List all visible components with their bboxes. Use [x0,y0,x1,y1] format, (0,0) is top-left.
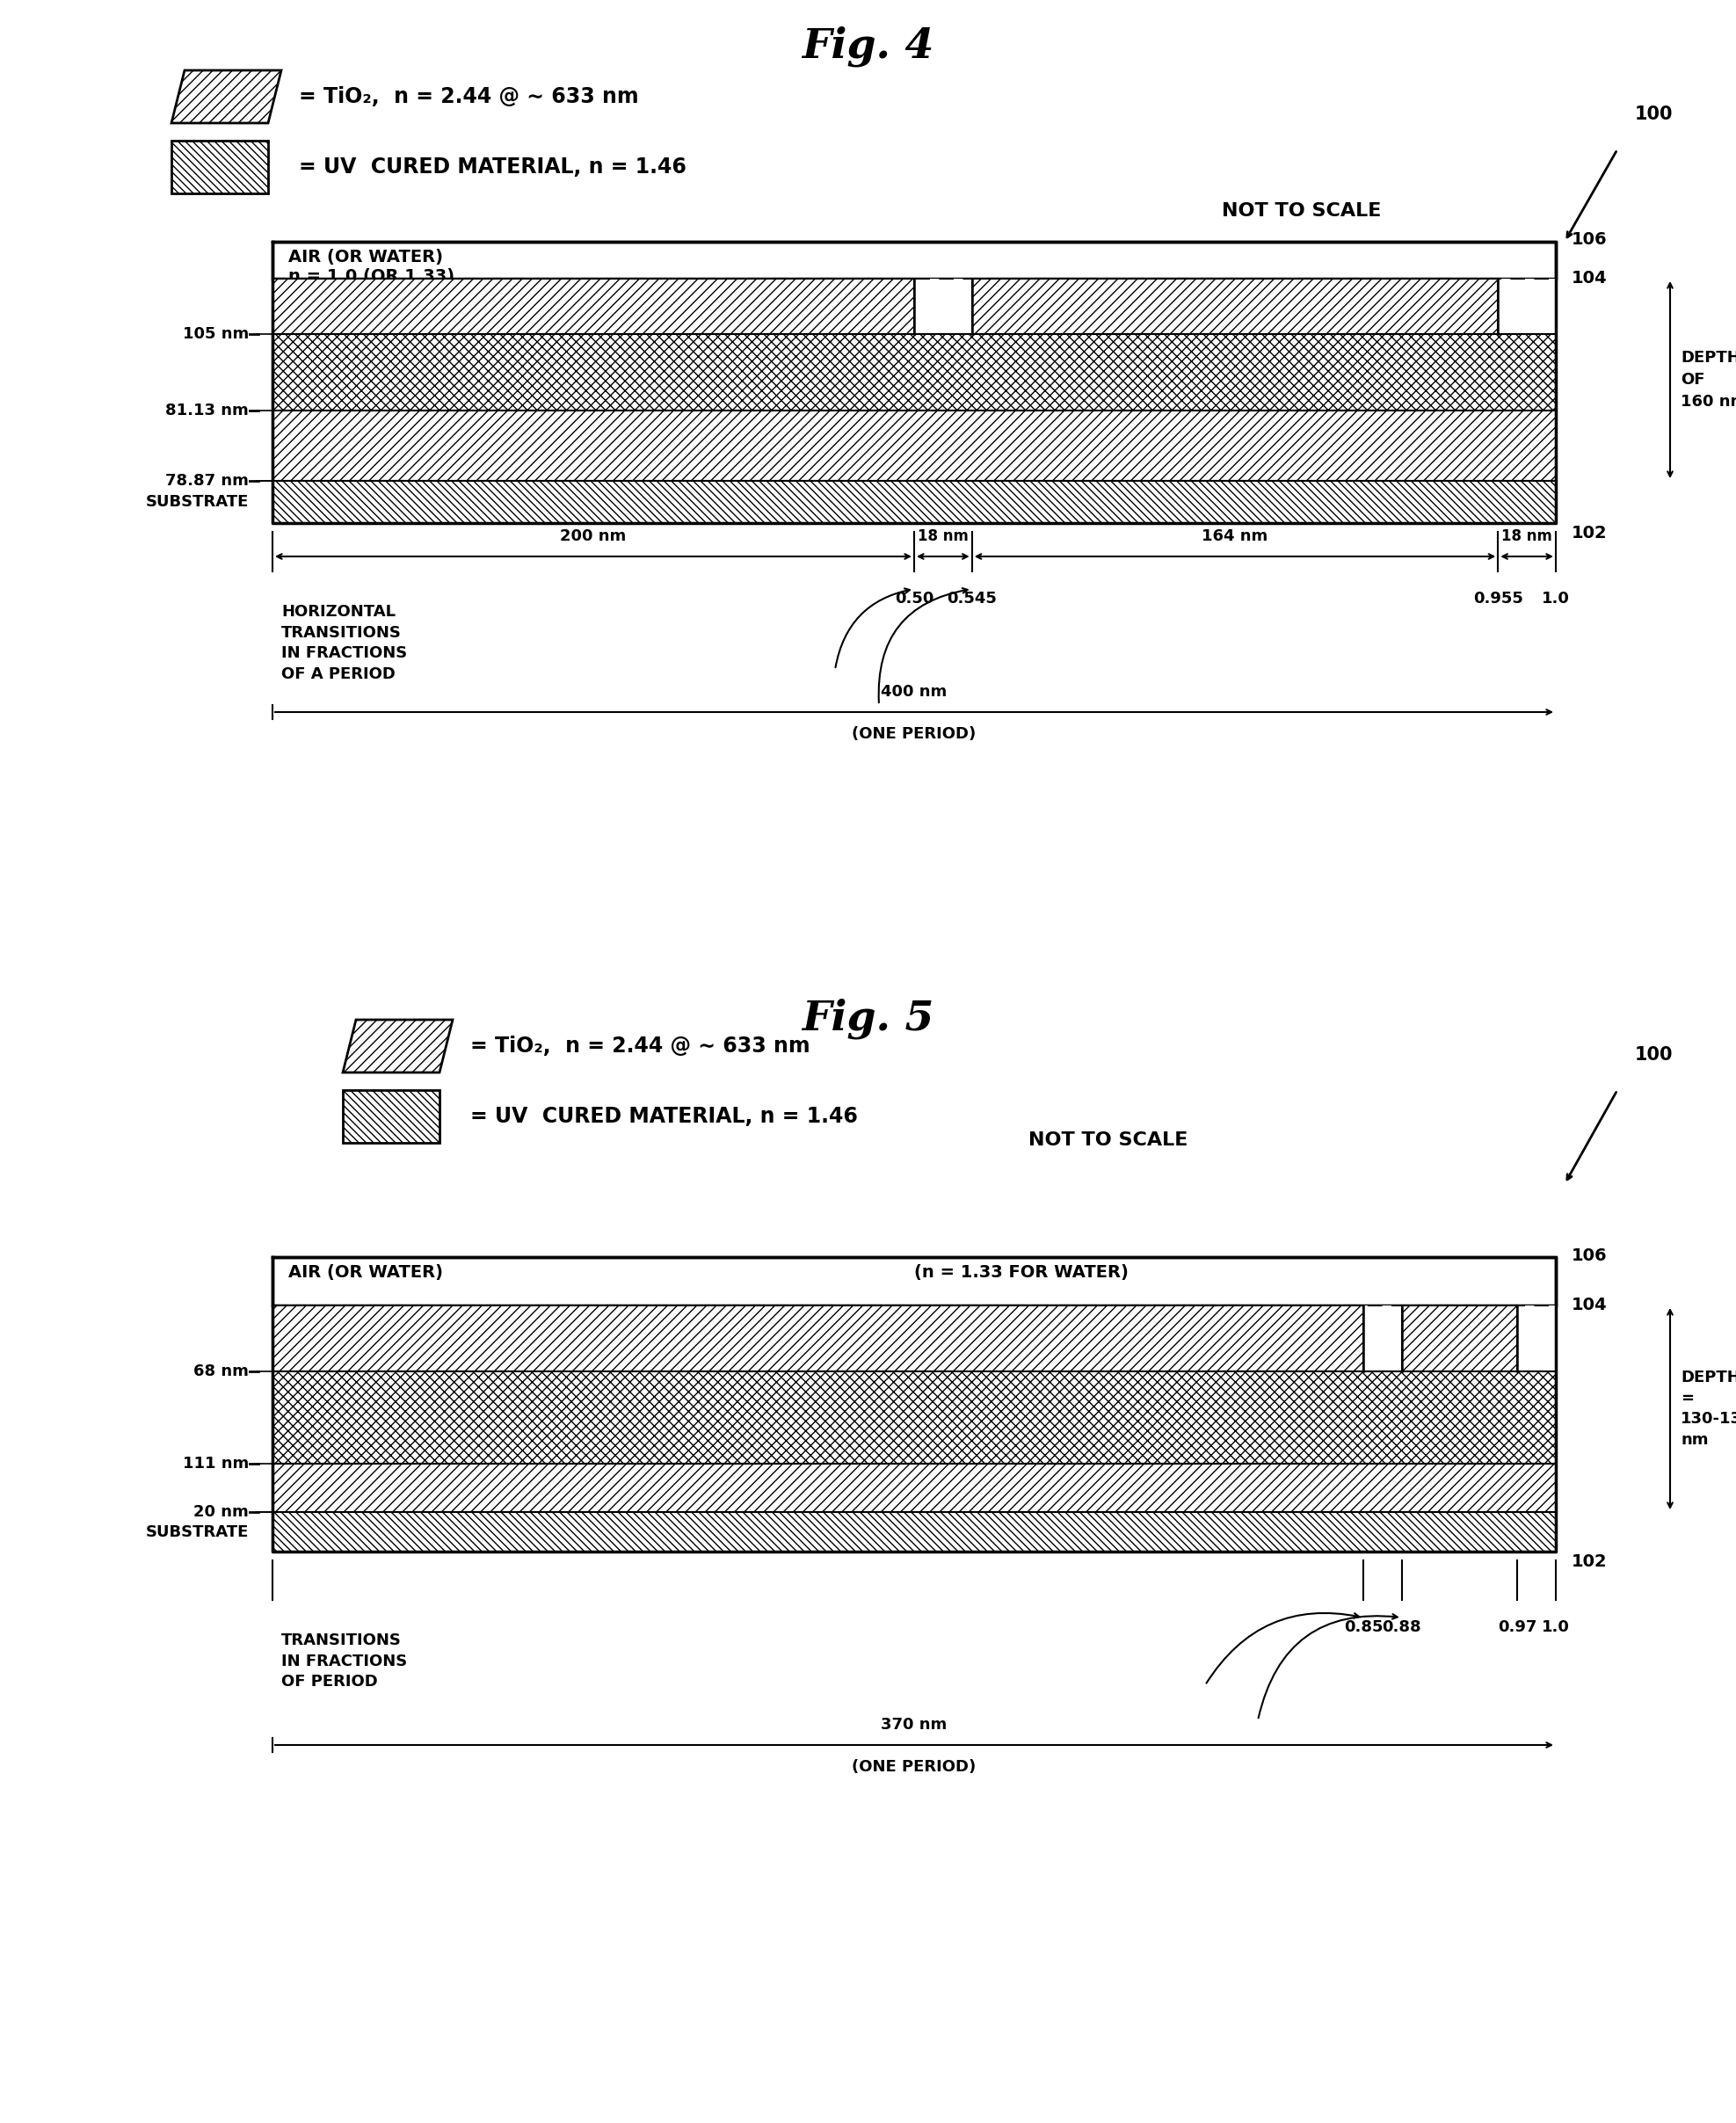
Text: 104: 104 [1571,1297,1608,1314]
Text: 0.50: 0.50 [894,590,934,607]
Text: 102: 102 [1571,1554,1608,1571]
Text: 78.87 nm: 78.87 nm [165,473,248,488]
Text: 111 nm: 111 nm [182,1456,248,1471]
Text: 100: 100 [1635,1047,1674,1064]
Text: 105 nm: 105 nm [182,327,248,342]
Text: 200 nm: 200 nm [561,529,627,543]
Text: NOT TO SCALE: NOT TO SCALE [1028,1132,1187,1149]
Bar [273,1371,1555,1463]
Text: 1.0: 1.0 [1542,590,1569,607]
Bar [1363,1306,1401,1371]
Text: SUBSTRATE: SUBSTRATE [146,495,248,510]
Text: 106: 106 [1571,1246,1608,1263]
Text: Fig. 4: Fig. 4 [802,25,934,68]
Text: 68 nm: 68 nm [193,1363,248,1380]
Text: DEPTH
OF
160 nm: DEPTH OF 160 nm [1680,350,1736,410]
Text: AIR (OR WATER): AIR (OR WATER) [288,1263,443,1280]
Bar [273,1463,1555,1512]
Text: 0.545: 0.545 [946,590,996,607]
Text: 1.0: 1.0 [1542,1620,1569,1635]
Text: 0.88: 0.88 [1382,1620,1422,1635]
Bar [972,278,1498,333]
Text: 400 nm: 400 nm [882,684,948,701]
Bar [273,410,1555,482]
Text: Fig. 5: Fig. 5 [802,998,934,1038]
Text: 100: 100 [1635,106,1674,123]
Bar [273,482,1555,522]
Text: 104: 104 [1571,270,1608,287]
Text: 370 nm: 370 nm [882,1718,948,1732]
Text: = UV  CURED MATERIAL, n = 1.46: = UV CURED MATERIAL, n = 1.46 [299,157,686,178]
Text: = TiO₂,  n = 2.44 @ ∼ 633 nm: = TiO₂, n = 2.44 @ ∼ 633 nm [299,87,639,108]
Text: 0.85: 0.85 [1344,1620,1384,1635]
Text: 0.97: 0.97 [1498,1620,1536,1635]
Text: = TiO₂,  n = 2.44 @ ∼ 633 nm: = TiO₂, n = 2.44 @ ∼ 633 nm [470,1036,811,1057]
Bar [273,242,1555,278]
Bar [1401,1306,1517,1371]
Text: 81.13 nm: 81.13 nm [165,403,248,418]
Polygon shape [172,70,281,123]
Text: HORIZONTAL
TRANSITIONS
IN FRACTIONS
OF A PERIOD: HORIZONTAL TRANSITIONS IN FRACTIONS OF A… [281,603,408,681]
Bar [273,333,1555,410]
Text: TRANSITIONS
IN FRACTIONS
OF PERIOD: TRANSITIONS IN FRACTIONS OF PERIOD [281,1633,408,1690]
Text: SUBSTRATE: SUBSTRATE [146,1524,248,1539]
Text: AIR (OR WATER)
n = 1.0 (OR 1.33): AIR (OR WATER) n = 1.0 (OR 1.33) [288,248,455,284]
Text: 164 nm: 164 nm [1201,529,1267,543]
Text: = UV  CURED MATERIAL, n = 1.46: = UV CURED MATERIAL, n = 1.46 [470,1106,858,1127]
Bar [273,1306,1363,1371]
Text: 106: 106 [1571,231,1608,248]
Text: 20 nm: 20 nm [194,1503,248,1520]
Text: (ONE PERIOD): (ONE PERIOD) [852,726,976,741]
Text: (n = 1.33 FOR WATER): (n = 1.33 FOR WATER) [915,1263,1128,1280]
Text: 18 nm: 18 nm [918,529,969,543]
Polygon shape [342,1019,453,1072]
Bar [1517,1306,1555,1371]
Bar [273,278,915,333]
Bar [342,1089,439,1142]
Text: NOT TO SCALE: NOT TO SCALE [1222,202,1382,221]
Text: 18 nm: 18 nm [1502,529,1552,543]
Text: DEPTH
=
130-135
nm: DEPTH = 130-135 nm [1680,1369,1736,1448]
Bar [1498,278,1555,333]
Text: (ONE PERIOD): (ONE PERIOD) [852,1760,976,1775]
Bar [273,1512,1555,1552]
Text: 102: 102 [1571,524,1608,541]
Bar [273,1257,1555,1306]
Bar [172,140,267,193]
Text: 0.955: 0.955 [1474,590,1522,607]
Bar [915,278,972,333]
